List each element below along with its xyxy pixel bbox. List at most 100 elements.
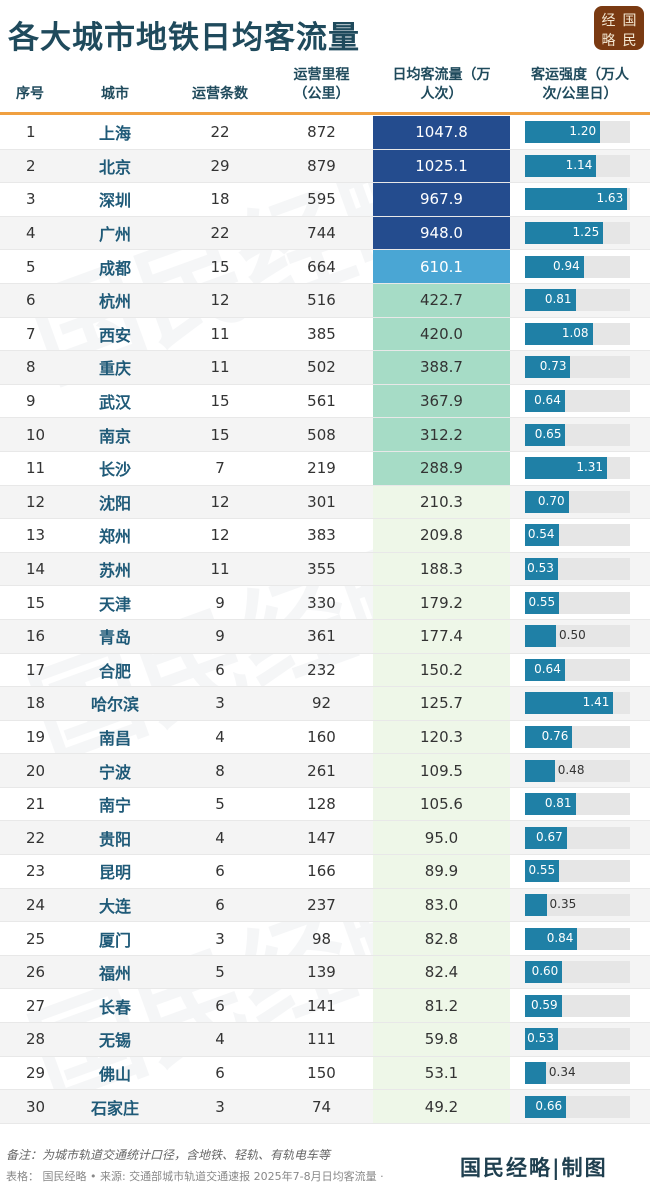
cell-rank: 22 bbox=[26, 828, 46, 847]
intensity-label: 0.48 bbox=[557, 762, 585, 777]
table-row: 20 宁波 8 261 109.5 0.48 bbox=[0, 754, 650, 788]
cell-mileage: 74 bbox=[311, 1097, 332, 1116]
intensity-bar-track: 0.64 bbox=[524, 658, 630, 681]
brand-logo: 经国 略民 bbox=[594, 6, 644, 50]
cell-daily-flow: 367.9 bbox=[373, 384, 510, 418]
cell-lines: 6 bbox=[215, 895, 225, 914]
cell-daily-flow: 59.8 bbox=[373, 1023, 510, 1056]
intensity-bar-track: 0.53 bbox=[524, 1028, 630, 1051]
cell-rank: 28 bbox=[26, 1030, 46, 1049]
cell-mileage: 111 bbox=[307, 1030, 336, 1049]
cell-mileage: 502 bbox=[307, 358, 336, 377]
intensity-bar-track: 0.34 bbox=[524, 1061, 630, 1084]
cell-lines: 5 bbox=[215, 795, 225, 814]
cell-city: 杭州 bbox=[98, 292, 131, 312]
cell-lines: 6 bbox=[215, 1063, 225, 1082]
cell-city: 广州 bbox=[98, 225, 131, 245]
intensity-label: 0.59 bbox=[530, 997, 558, 1012]
cell-lines: 15 bbox=[210, 392, 230, 411]
cell-daily-flow: 210.3 bbox=[373, 485, 510, 519]
intensity-label: 0.73 bbox=[539, 359, 567, 374]
intensity-label: 0.50 bbox=[559, 628, 586, 643]
intensity-label: 1.41 bbox=[582, 695, 610, 710]
intensity-bar bbox=[524, 490, 569, 513]
table-row: 25 厦门 3 98 82.8 0.84 bbox=[0, 922, 650, 956]
intensity-bar bbox=[524, 725, 573, 748]
intensity-label: 1.08 bbox=[561, 325, 589, 340]
intensity-bar-track: 0.73 bbox=[524, 356, 630, 379]
cell-lines: 12 bbox=[210, 526, 230, 545]
cell-city: 南昌 bbox=[98, 728, 131, 748]
intensity-bar bbox=[524, 121, 601, 144]
intensity-bar bbox=[524, 826, 567, 849]
cell-mileage: 261 bbox=[307, 761, 336, 780]
cell-city: 西安 bbox=[98, 325, 131, 345]
table-row: 3 深圳 18 595 967.9 1.63 bbox=[0, 183, 650, 217]
table-row: 10 南京 15 508 312.2 0.65 bbox=[0, 418, 650, 452]
cell-rank: 21 bbox=[26, 795, 46, 814]
cell-rank: 9 bbox=[26, 392, 36, 411]
table-row: 7 西安 11 385 420.0 1.08 bbox=[0, 317, 650, 352]
intensity-bar-track: 1.63 bbox=[524, 188, 630, 211]
cell-city: 天津 bbox=[98, 594, 131, 614]
cell-intensity: 0.53 bbox=[510, 1023, 650, 1056]
table-row: 11 长沙 7 219 288.9 1.31 bbox=[0, 451, 650, 486]
cell-lines: 12 bbox=[210, 291, 230, 310]
cell-intensity: 0.81 bbox=[510, 788, 650, 821]
cell-mileage: 595 bbox=[307, 190, 336, 209]
cell-daily-flow: 95.0 bbox=[373, 821, 510, 855]
intensity-label: 1.63 bbox=[596, 191, 624, 206]
cell-rank: 10 bbox=[26, 425, 46, 444]
intensity-bar bbox=[524, 658, 565, 681]
cell-city: 武汉 bbox=[98, 393, 131, 413]
cell-mileage: 219 bbox=[307, 459, 336, 478]
cell-lines: 22 bbox=[210, 123, 230, 142]
cell-mileage: 160 bbox=[307, 727, 336, 746]
intensity-bar-track: 0.66 bbox=[524, 1095, 630, 1118]
cell-rank: 3 bbox=[26, 190, 36, 209]
cell-lines: 15 bbox=[210, 257, 230, 276]
cell-intensity: 0.64 bbox=[510, 654, 650, 687]
cell-city: 合肥 bbox=[98, 661, 131, 681]
cell-lines: 22 bbox=[210, 224, 230, 243]
cell-intensity: 0.66 bbox=[510, 1090, 650, 1123]
intensity-label: 0.64 bbox=[534, 393, 561, 408]
cell-intensity: 0.59 bbox=[510, 989, 650, 1022]
intensity-label: 0.55 bbox=[528, 863, 556, 878]
cell-daily-flow: 610.1 bbox=[373, 250, 510, 283]
cell-intensity: 0.84 bbox=[510, 922, 650, 955]
cell-lines: 29 bbox=[210, 156, 230, 175]
intensity-label: 0.81 bbox=[544, 796, 572, 811]
intensity-bar-track: 0.35 bbox=[524, 893, 630, 916]
intensity-label: 0.55 bbox=[528, 594, 556, 609]
cell-lines: 11 bbox=[210, 324, 230, 343]
cell-rank: 4 bbox=[26, 224, 36, 243]
table-row: 12 沈阳 12 301 210.3 0.70 bbox=[0, 485, 650, 520]
cell-city: 福州 bbox=[98, 964, 131, 984]
cell-mileage: 237 bbox=[307, 895, 336, 914]
intensity-bar-track: 0.84 bbox=[524, 927, 630, 950]
cell-rank: 5 bbox=[26, 257, 36, 276]
cell-intensity: 0.35 bbox=[510, 889, 650, 922]
cell-lines: 15 bbox=[210, 425, 230, 444]
cell-city: 南宁 bbox=[98, 796, 131, 816]
cell-daily-flow: 188.3 bbox=[373, 552, 510, 586]
cell-intensity: 0.50 bbox=[510, 620, 650, 653]
cell-city: 昆明 bbox=[98, 863, 131, 883]
intensity-label: 1.20 bbox=[569, 124, 597, 139]
intensity-label: 0.84 bbox=[546, 930, 574, 945]
cell-lines: 11 bbox=[210, 358, 230, 377]
cell-rank: 13 bbox=[26, 526, 46, 545]
col-header-mileage: 运营里程（公里） bbox=[293, 67, 350, 102]
cell-lines: 6 bbox=[215, 996, 225, 1015]
table-row: 30 石家庄 3 74 49.2 0.66 bbox=[0, 1090, 650, 1124]
intensity-label: 0.53 bbox=[527, 561, 554, 576]
intensity-label: 0.94 bbox=[553, 258, 580, 273]
cell-daily-flow: 49.2 bbox=[373, 1090, 510, 1123]
intensity-bar-track: 0.55 bbox=[524, 591, 630, 614]
col-header-intensity: 客运强度（万人次/公里日） bbox=[531, 67, 629, 102]
intensity-label: 1.25 bbox=[572, 225, 600, 240]
cell-intensity: 1.08 bbox=[510, 318, 650, 351]
cell-daily-flow: 105.6 bbox=[373, 787, 510, 821]
intensity-label: 0.65 bbox=[534, 426, 562, 441]
